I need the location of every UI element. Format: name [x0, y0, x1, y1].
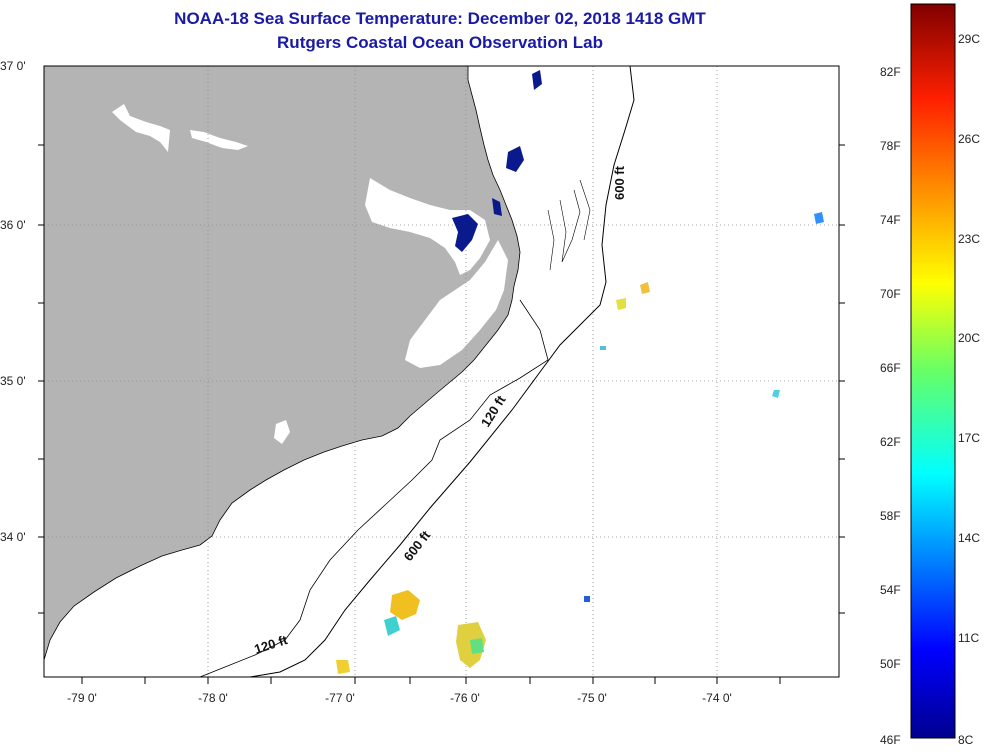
graticule [44, 66, 839, 677]
depth-label: 600 ft [612, 165, 627, 200]
albemarle-sound [365, 178, 490, 275]
celsius-label: 26C [958, 132, 980, 146]
lon-label: -77 0' [325, 691, 355, 705]
depth-label: 120 ft [478, 392, 509, 429]
depth-label: 600 ft [401, 527, 434, 564]
fahrenheit-label: 78F [880, 139, 901, 153]
lon-label: -79 0' [67, 691, 97, 705]
inland-lake [190, 130, 248, 150]
cold-water-patches [452, 70, 542, 252]
plot-frame [43, 65, 840, 678]
shelf-detail [547, 179, 591, 271]
celsius-label: 23C [958, 232, 980, 246]
colorbar-fahrenheit-labels: 82F 78F 74F 70F 66F 62F 58F 54F 50F 46F [880, 65, 901, 747]
warm-water-patches [336, 212, 824, 674]
fahrenheit-label: 82F [880, 65, 901, 79]
isobath-600ft [249, 66, 635, 677]
celsius-label: 11C [958, 631, 979, 645]
lon-label: -78 0' [198, 691, 228, 705]
celsius-label: 20C [958, 331, 980, 345]
lat-label: 34 0' [0, 530, 26, 544]
latitude-labels: 37 0' 36 0' 35 0' 34 0' [0, 59, 26, 544]
fahrenheit-label: 62F [880, 435, 901, 449]
inland-lake [112, 104, 170, 152]
lat-label: 37 0' [0, 59, 26, 73]
isobath-120ft [199, 299, 549, 677]
celsius-label: 8C [958, 733, 974, 747]
pamlico-sound [405, 240, 508, 368]
celsius-label: 14C [958, 531, 980, 545]
fahrenheit-label: 54F [880, 583, 901, 597]
land-mass [44, 66, 521, 661]
fahrenheit-label: 58F [880, 509, 901, 523]
axis-ticks [38, 144, 845, 684]
depth-label: 120 ft [252, 632, 290, 657]
inland-lake [274, 420, 290, 444]
colorbar-celsius-labels: 29C 26C 23C 20C 17C 14C 11C 8C [958, 32, 980, 747]
fahrenheit-label: 50F [880, 657, 901, 671]
lat-label: 35 0' [0, 374, 26, 388]
map-subtitle: Rutgers Coastal Ocean Observation Lab [277, 33, 603, 52]
lon-label: -74 0' [702, 691, 732, 705]
colorbar [910, 3, 956, 739]
fahrenheit-label: 74F [880, 213, 901, 227]
lat-label: 36 0' [0, 218, 26, 232]
fahrenheit-label: 70F [880, 287, 901, 301]
fahrenheit-label: 66F [880, 361, 901, 375]
fahrenheit-label: 46F [880, 733, 901, 747]
celsius-label: 17C [958, 431, 980, 445]
longitude-labels: -79 0' -78 0' -77 0' -76 0' -75 0' -74 0… [67, 691, 732, 705]
map-title: NOAA-18 Sea Surface Temperature: Decembe… [174, 9, 706, 28]
lon-label: -75 0' [577, 691, 607, 705]
celsius-label: 29C [958, 32, 980, 46]
lon-label: -76 0' [450, 691, 480, 705]
